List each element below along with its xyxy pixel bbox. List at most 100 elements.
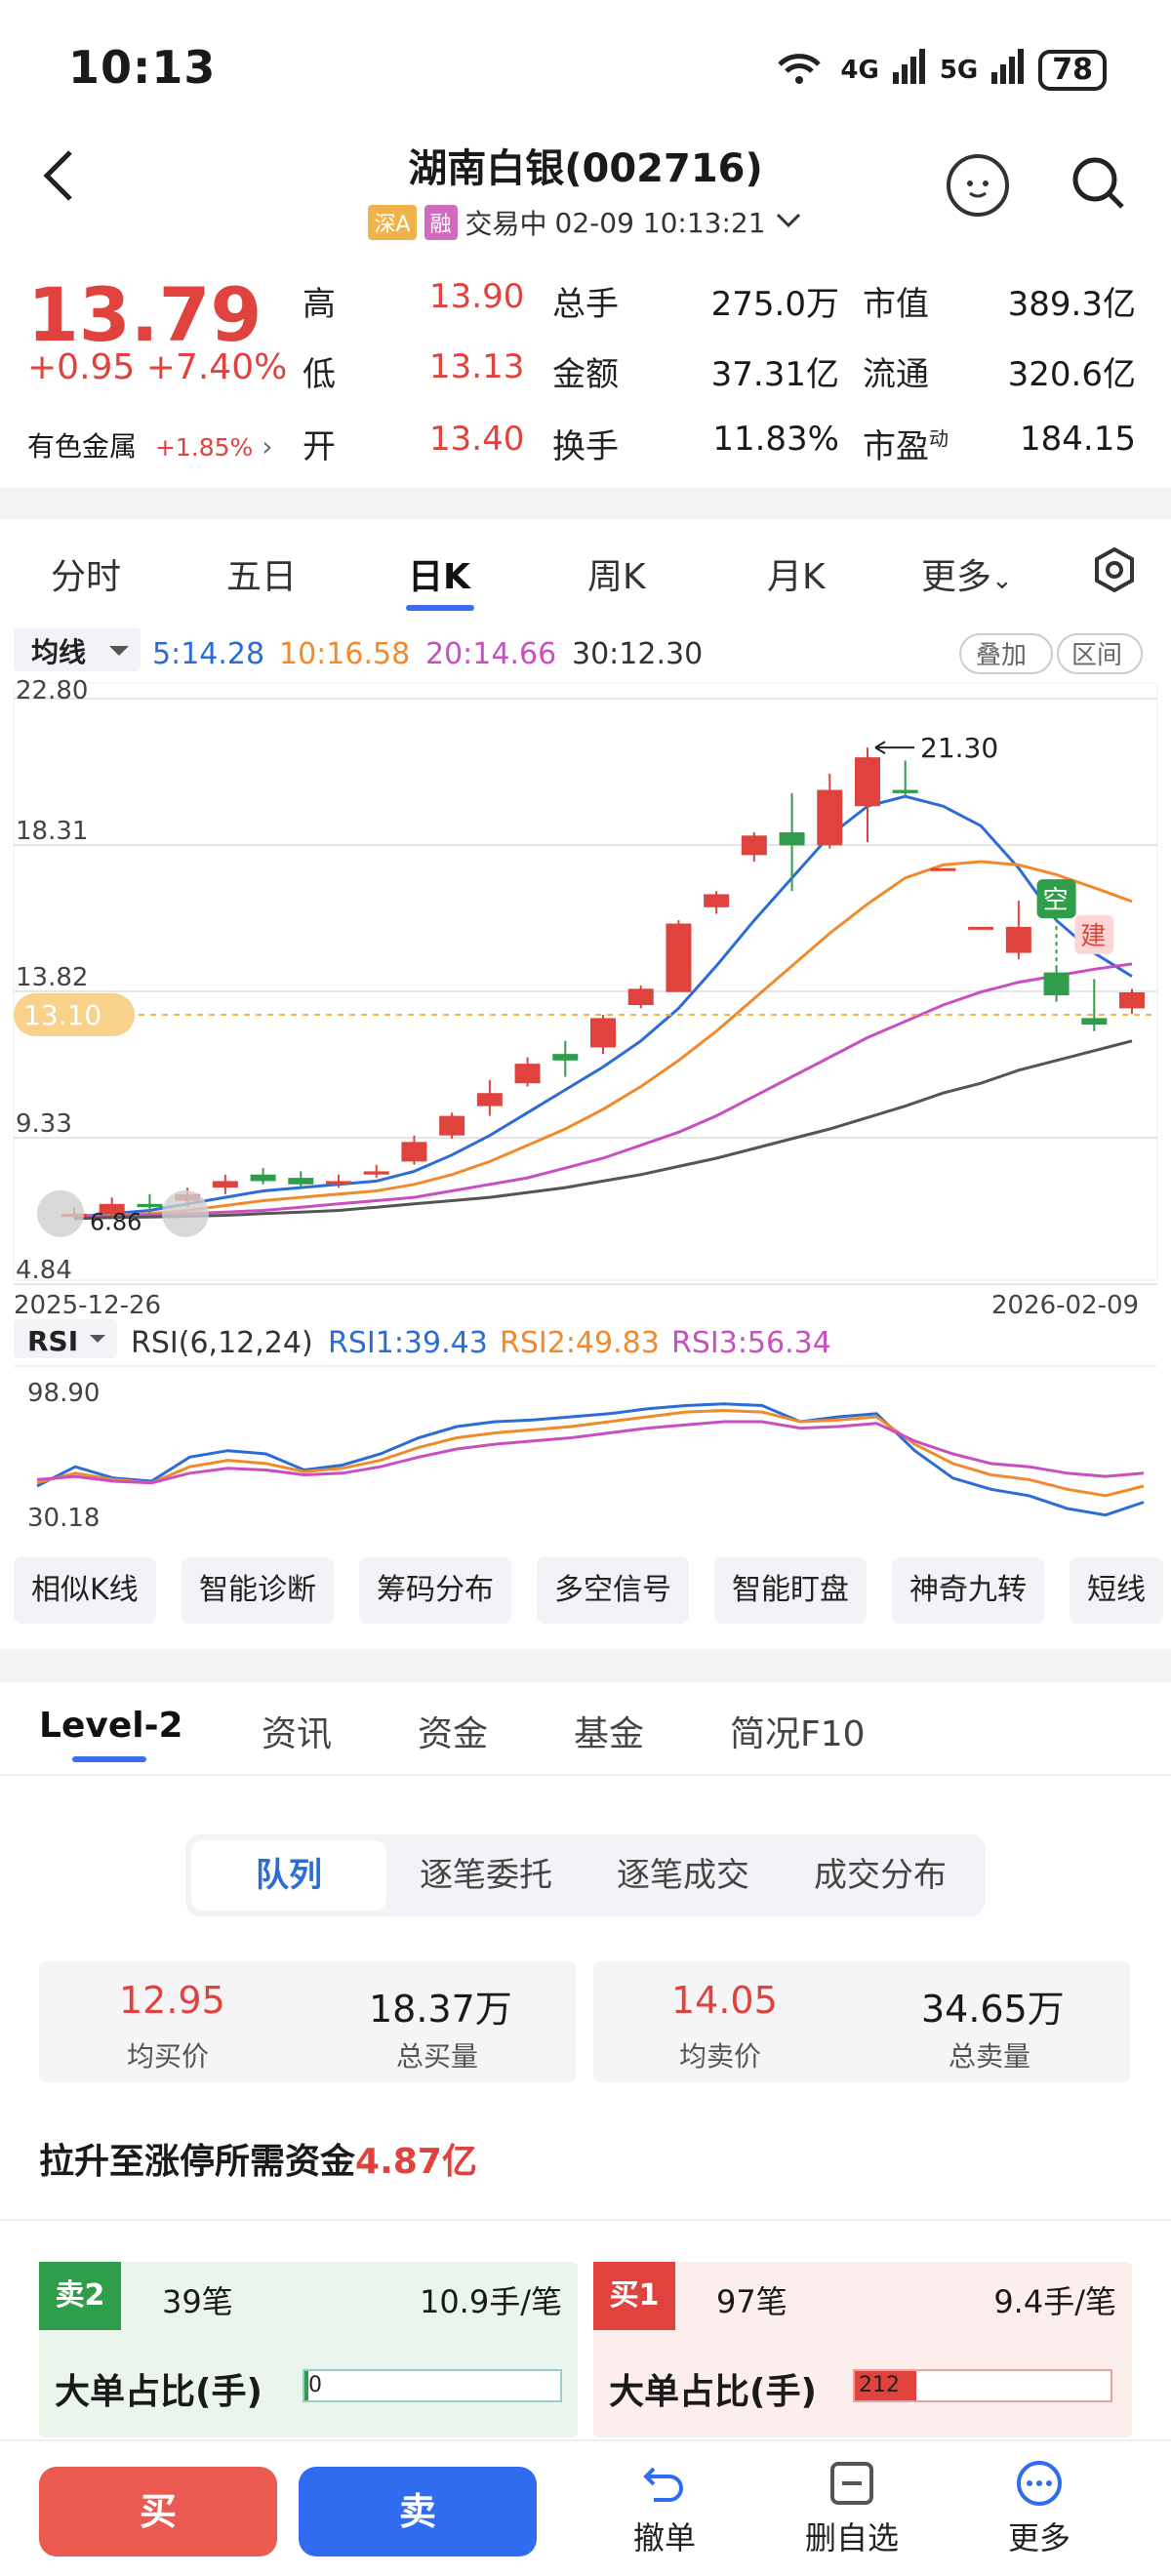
tab-daily-k[interactable]: 日K [408,557,470,597]
remove-favorite-icon [830,2462,873,2505]
tab-underline [406,605,474,611]
signal-bars-icon [991,49,1025,91]
sell-button[interactable]: 卖 [299,2467,537,2556]
tab-fund[interactable]: 基金 [574,1714,645,1754]
candle-body [627,988,654,1006]
volume-value: 275.0万 [710,285,839,324]
candles [61,747,1145,1219]
back-button[interactable] [39,146,98,215]
chip-smart-watch[interactable]: 智能盯盘 [714,1557,867,1624]
tab-intraday[interactable]: 分时 [51,557,122,597]
pe-value: 184.15 [1020,420,1136,459]
tab-level2[interactable]: Level-2 [39,1706,183,1746]
y-tick-label: 9.33 [16,1109,72,1139]
candle-body [779,831,805,846]
pe-sup: 动 [929,426,949,451]
search-icon[interactable] [1070,154,1128,213]
candle-body [137,1203,163,1208]
candle-body [1119,992,1145,1009]
cancel-order-button[interactable]: 撤单 [591,2459,738,2558]
wifi-icon [772,47,827,93]
candle-body [1081,1018,1108,1026]
candle-body [930,867,956,871]
more-button[interactable]: 更多 [966,2459,1112,2558]
kline-chart[interactable]: 均线 5:14.28 10:16.58 20:14.66 30:12.30 叠加… [0,621,1171,1538]
chip-short-term[interactable]: 短线 [1070,1557,1163,1624]
avg-sell-label: 均卖价 [679,2040,762,2073]
total-buy-label: 总买量 [396,2040,479,2073]
ma-line-20 [73,962,1133,1219]
tab-f10[interactable]: 简况F10 [730,1714,866,1754]
seg-trade-by-trade[interactable]: 逐笔成交 [617,1856,749,1895]
status-time: 10:13 [68,41,217,94]
buy-queue-card[interactable]: 买1 97笔 9.4手/笔 大单占比(手) 212 [593,2262,1132,2437]
y-tick-label: 18.31 [16,817,88,846]
sell-summary: 14.05 均卖价 34.65万 总卖量 [593,1961,1130,2082]
rsi-legend-2: RSI2:49.83 [500,1326,660,1360]
y-tick-label: 4.84 [16,1256,72,1285]
total-sell-label: 总卖量 [949,2040,1031,2073]
amount-label: 金额 [552,355,619,394]
expand-icon [162,1189,209,1237]
tab-funds[interactable]: 资金 [418,1714,489,1754]
low-value: 13.13 [429,347,525,386]
assistant-avatar-icon[interactable] [947,154,1009,217]
kline-labels: 2025-12-26 2026-02-09 13.10 21.30 6.86 空建 [14,732,1157,1320]
low-label: 低 [303,355,336,394]
candle-body [704,894,730,907]
chip-diagnosis[interactable]: 智能诊断 [182,1557,334,1624]
settings-hexagon-icon[interactable] [1091,546,1138,602]
battery-icon: 78 [1038,49,1107,91]
tab-weekly-k[interactable]: 周K [587,557,646,597]
rsi-max-label: 98.90 [27,1379,100,1408]
candle-body [666,923,692,992]
chip-long-short-signal[interactable]: 多空信号 [537,1557,689,1624]
range-button[interactable] [1057,633,1143,674]
caret-down-icon [90,1335,105,1343]
tab-five-day[interactable]: 五日 [226,557,298,597]
mcap-value: 389.3亿 [1007,285,1136,324]
more-dots-icon [1017,2461,1062,2506]
ma-line-30 [73,1039,1133,1221]
rsi-min-label: 30.18 [27,1504,100,1533]
scroll-left-icon [37,1189,84,1237]
candle-body [968,926,994,930]
trading-status-row[interactable]: 深A 融 交易中 02-09 10:13:21 [0,203,1171,242]
candle-body [439,1115,465,1136]
sell-big-order-label: 大单占比(手) [55,2372,262,2412]
buy-big-order-label: 大单占比(手) [609,2372,817,2412]
status-icons: 4G 5G 78 [772,47,1107,93]
seg-queue[interactable]: 队列 [191,1840,386,1911]
x-end-label: 2026-02-09 [991,1291,1139,1320]
signal-4g-icon: 4G [840,55,879,85]
max-arrow-icon [874,741,914,754]
turnover-label: 换手 [552,427,619,466]
tab-news[interactable]: 资讯 [262,1714,333,1754]
sell-queue-card[interactable]: 卖2 39笔 10.9手/笔 大单占比(手) 0 [39,2262,578,2437]
tab-more[interactable]: 更多⌄ [921,548,1013,599]
chip-chip-distribution[interactable]: 筹码分布 [359,1557,511,1624]
status-bar: 10:13 4G 5G 78 [0,0,1171,137]
ma10-label: 10:16.58 [279,637,410,671]
remove-favorite-button[interactable]: 删自选 [779,2459,925,2558]
sector-percent: +1.85% [154,433,254,462]
sector-link[interactable]: 有色金属 +1.85% › [27,425,272,464]
ma-selector[interactable] [14,628,141,671]
overlay-button[interactable] [959,633,1053,674]
chip-similar-k[interactable]: 相似K线 [14,1557,156,1624]
limit-up-label: 拉升至涨停所需资金 [39,2142,356,2182]
float-label: 流通 [863,355,929,394]
rsi-selector[interactable] [14,1319,117,1358]
candle-body [476,1093,503,1107]
chip-magic-nine[interactable]: 神奇九转 [892,1557,1044,1624]
seg-order-by-order[interactable]: 逐笔委托 [420,1856,552,1895]
buy-button[interactable]: 买 [39,2467,277,2556]
tab-monthly-k[interactable]: 月K [767,557,826,597]
seg-trade-distribution[interactable]: 成交分布 [814,1856,947,1895]
y-tick-label: 22.80 [16,676,88,705]
candle-body [99,1203,125,1214]
current-price-tag [14,993,135,1037]
feature-chips: 相似K线 智能诊断 筹码分布 多空信号 智能盯盘 神奇九转 短线 [0,1557,1171,1631]
candle-body [590,1018,616,1048]
buy-per-order: 9.4手/笔 [993,2283,1116,2320]
